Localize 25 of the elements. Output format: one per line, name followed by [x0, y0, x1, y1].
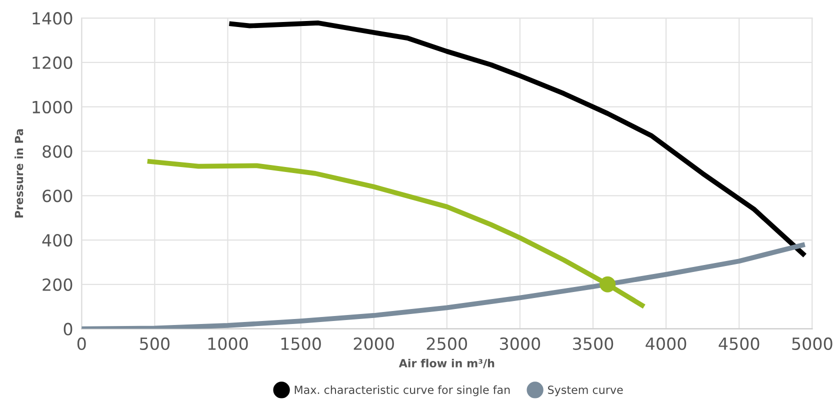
x-axis-title: Air flow in m³/h	[398, 358, 494, 368]
x-tick-label: 4000	[646, 337, 686, 350]
y-tick-label: 1200	[32, 56, 72, 70]
line-series	[226, 20, 808, 258]
y-tick-label: 600	[42, 190, 72, 202]
x-tick-label: 5000	[792, 337, 832, 350]
x-tick-label: 1500	[281, 337, 321, 350]
line-series	[82, 242, 808, 329]
legend-label: Max. characteristic curve for single fan	[294, 385, 510, 396]
x-tick-label: 2000	[354, 337, 394, 350]
y-tick-label: 1000	[32, 100, 72, 114]
x-tick-label: 2500	[426, 337, 468, 350]
x-tick-label: 500	[140, 337, 170, 350]
y-axis-title: Pressure in Pa	[14, 129, 24, 218]
y-tick-label: 1400	[32, 12, 72, 25]
legend-label: System curve	[548, 386, 623, 396]
y-tick-label: 400	[42, 234, 72, 247]
x-tick-label: 3000	[500, 337, 540, 350]
x-tick-label: 1000	[208, 337, 248, 350]
y-tick-label: 0	[64, 322, 72, 336]
y-tick-label: 200	[42, 278, 72, 291]
x-tick-label: 4500	[718, 337, 760, 350]
x-tick-label: 0	[77, 337, 86, 350]
y-tick-label: 800	[42, 145, 72, 158]
x-tick-label: 3500	[573, 337, 614, 350]
